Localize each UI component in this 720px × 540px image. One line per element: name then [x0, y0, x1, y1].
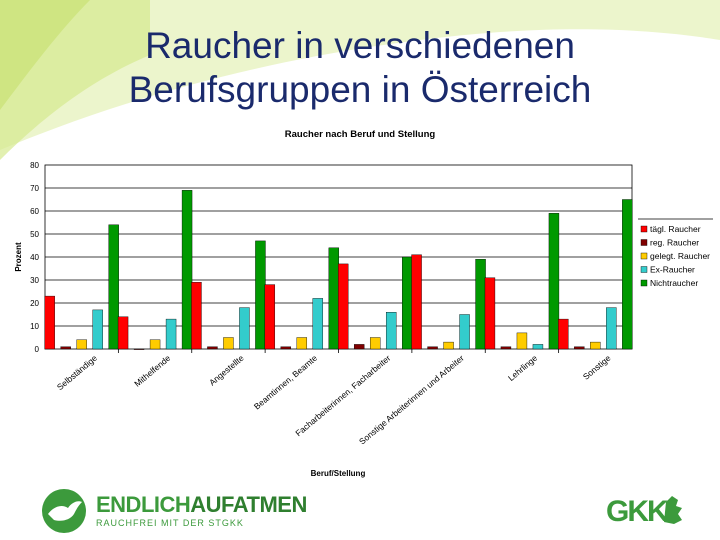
bar-3-3: gelegt. Raucher: 5 — [223, 337, 234, 350]
bar-2-8: reg. Raucher: 1 — [574, 346, 585, 350]
legend-label: Ex-Raucher — [650, 265, 695, 275]
y-tick-label: 70 — [30, 184, 39, 193]
y-axis-ticks: 0 10 20 30 40 50 60 70 80 — [30, 161, 39, 354]
x-category-label: Sonstige — [581, 353, 613, 382]
bar-1-1: tägl. Raucher: 23 — [44, 295, 55, 350]
bird-icon — [48, 501, 82, 521]
bar-4-4: Ex-Raucher: 22 — [312, 298, 324, 350]
bar-5-2: Nichtraucher: 69 — [181, 190, 193, 350]
legend-label: tägl. Raucher — [650, 224, 701, 234]
logo-left-part1: ENDLICH — [96, 492, 191, 517]
bar-2-7: reg. Raucher: 1 — [500, 346, 512, 350]
bar-4-2: Ex-Raucher: 13 — [165, 318, 177, 350]
legend-swatch — [640, 266, 648, 273]
logo-left-title: ENDLICHAUFATMEN — [96, 492, 307, 518]
bar-3-7: gelegt. Raucher: 7 — [516, 332, 528, 350]
chart-title: Raucher nach Beruf und Stellung — [285, 129, 436, 140]
bar-5-8: Nichtraucher: 65 — [622, 199, 633, 350]
bar-2-6: reg. Raucher: 1 — [427, 346, 438, 350]
legend-label: gelegt. Raucher — [650, 251, 710, 261]
bar-1-4: tägl. Raucher: 28 — [264, 284, 276, 350]
bar-1-7: tägl. Raucher: 31 — [484, 277, 496, 350]
legend-swatch — [640, 225, 648, 233]
bar-3-4: gelegt. Raucher: 5 — [296, 337, 308, 350]
y-tick-label: 20 — [30, 299, 39, 308]
x-category-label: Selbständige — [55, 353, 99, 392]
bar-2-1: reg. Raucher: 1 — [60, 346, 71, 350]
y-tick-label: 80 — [30, 161, 39, 170]
y-tick-label: 0 — [35, 345, 40, 354]
bar-1-6: tägl. Raucher: 41 — [411, 254, 422, 350]
legend-label: Nichtraucher — [650, 278, 698, 288]
legend-swatch — [640, 252, 648, 260]
bar-1-2: tägl. Raucher: 14 — [117, 316, 129, 350]
bar-1-3: tägl. Raucher: 29 — [191, 282, 202, 350]
y-tick-label: 30 — [30, 276, 39, 285]
bar-4-5: Ex-Raucher: 16 — [385, 312, 397, 350]
bar-4-3: Ex-Raucher: 18 — [239, 307, 250, 350]
bar-3-5: gelegt. Raucher: 5 — [369, 337, 381, 350]
bar-5-4: Nichtraucher: 44 — [328, 247, 340, 350]
bar-1-5: tägl. Raucher: 37 — [337, 263, 349, 350]
bar-4-6: Ex-Raucher: 15 — [459, 314, 470, 350]
bar-3-1: gelegt. Raucher: 4 — [76, 339, 87, 350]
x-category-label: Lehrlinge — [506, 353, 539, 383]
bar-2-5: reg. Raucher: 2 — [353, 344, 365, 350]
bar-2-3: reg. Raucher: 1 — [207, 346, 218, 350]
y-tick-label: 40 — [30, 253, 39, 262]
bar-2-2: reg. Raucher: 0 — [133, 348, 145, 350]
x-category-label: Beamtinnen, Beamte — [252, 353, 319, 412]
bar-5-6: Nichtraucher: 39 — [475, 259, 486, 350]
bar-3-8: gelegt. Raucher: 3 — [590, 341, 601, 350]
legend: tägl. Raucher reg. Raucher gelegt. Raucher… — [640, 224, 710, 288]
panther-icon — [664, 496, 682, 524]
x-category-label: Angestellte — [207, 353, 246, 388]
logo-left-part2: AUFATMEN — [190, 492, 307, 517]
bar-3-2: gelegt. Raucher: 4 — [149, 339, 161, 350]
logo-left-subtitle: RAUCHFREI MIT DER STGKK — [96, 518, 244, 528]
x-axis-label: Beruf/Stellung — [311, 469, 366, 478]
endlich-aufatmen-logo — [42, 489, 86, 533]
y-tick-label: 10 — [30, 322, 39, 331]
bar-4-1: Ex-Raucher: 17 — [92, 309, 103, 350]
y-axis-label: Prozent — [14, 242, 23, 272]
bar-5-3: Nichtraucher: 47 — [255, 240, 266, 350]
slide-title: Raucher in verschiedenen Berufsgruppen i… — [128, 25, 592, 110]
y-tick-label: 50 — [30, 230, 39, 239]
bar-5-5: Nichtraucher: 40 — [401, 256, 413, 350]
legend-swatch — [640, 279, 648, 287]
bar-4-7: Ex-Raucher: 2 — [532, 344, 544, 350]
x-category-label: Mithelfende — [132, 353, 172, 389]
bar-2-4: reg. Raucher: 1 — [280, 346, 292, 350]
bars: tägl. Raucher: 23 reg. Raucher: 1 gelegt. … — [44, 190, 633, 353]
bar-4-8: Ex-Raucher: 18 — [606, 307, 617, 350]
gkk-logo-text: GKK — [606, 495, 669, 528]
legend-swatch — [640, 239, 648, 246]
bar-5-7: Nichtraucher: 59 — [548, 213, 560, 350]
y-tick-label: 60 — [30, 207, 39, 216]
bar-5-1: Nichtraucher: 54 — [108, 224, 119, 350]
x-axis-categories: Selbständige Mithelfende Angestellte Beamti… — [55, 353, 613, 447]
bar-3-6: gelegt. Raucher: 3 — [443, 341, 454, 350]
legend-label: reg. Raucher — [650, 238, 699, 248]
bar-1-8: tägl. Raucher: 13 — [558, 318, 569, 350]
gkk-logo: GKK — [606, 495, 682, 528]
